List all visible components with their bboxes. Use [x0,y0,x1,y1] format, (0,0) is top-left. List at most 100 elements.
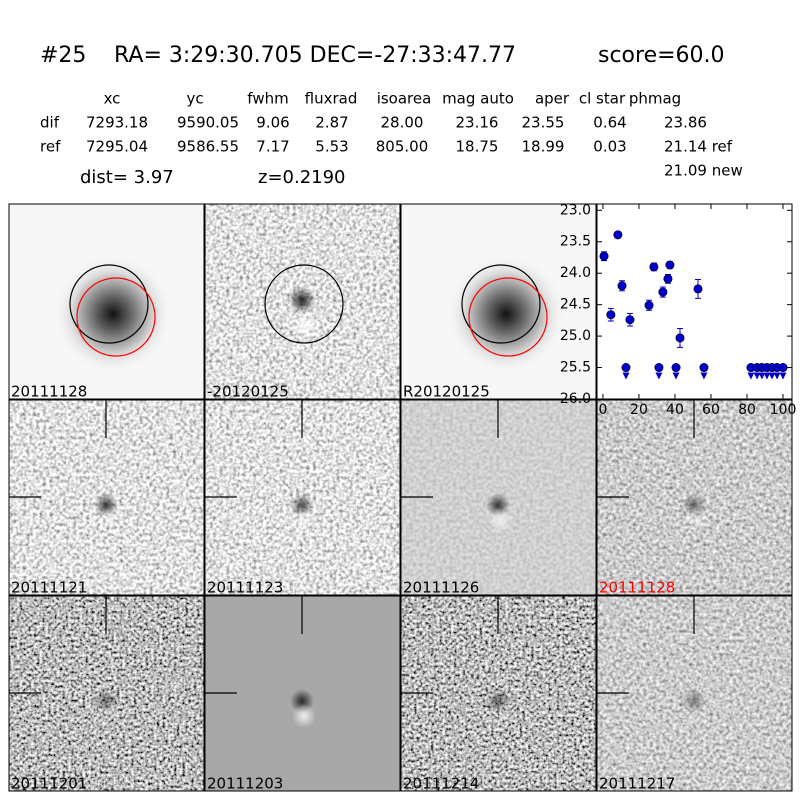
panel-frame [8,595,205,792]
panel-label: 20111123 [207,579,283,597]
circle [264,264,344,344]
table-cell: 28.00 [381,114,424,132]
blob [292,508,316,532]
y-tick-label: 23.5 [560,234,591,250]
blob [96,704,120,728]
circle [461,264,541,344]
panel-frame [8,203,205,400]
panel-label: 20111126 [403,579,479,597]
point [599,251,609,261]
limit-arrow [622,372,630,380]
limit-arrow [700,372,708,380]
column-header: cl star [579,90,626,108]
column-header: xc [104,90,121,108]
panel-frame [400,203,597,400]
point [649,262,659,272]
circle [468,277,548,357]
y-tick-label: 23.0 [560,202,591,218]
table-cell: 0.64 [593,114,626,132]
table-cell: 0.03 [593,138,626,156]
limit-arrow [768,372,776,380]
limit-arrow [758,372,766,380]
candidate-id: #25 [40,43,86,68]
panel-frame [596,595,793,792]
x-tick-label: 40 [666,402,684,418]
limit-arrow [763,372,771,380]
circle [69,264,149,344]
panel-frame [596,203,793,400]
point [621,363,631,373]
blob [684,704,708,728]
table-cell: 9586.55 [177,138,239,156]
blobs [9,400,708,728]
table-cell: 21.14 ref [664,138,733,156]
y-tick-label: 24.5 [560,297,591,313]
circle [76,277,156,357]
blob [684,508,708,532]
y-tick-label: 25.5 [560,360,591,376]
blob [488,508,512,532]
column-header: phmag [629,90,681,108]
column-header: isoarea [377,90,432,108]
table-note: 21.09 new [664,162,743,180]
x-tick-label: 60 [702,402,720,418]
column-header: mag auto [442,90,514,108]
point [606,310,616,320]
panel-label: 20111214 [403,775,479,793]
panel-frame [204,203,401,400]
panel-label: -20120125 [207,383,289,401]
table-cell: 7293.18 [86,114,148,132]
light-curve: 23.023.524.024.525.025.526.00 20 40 60 80 100 [560,202,797,418]
blob [96,508,120,532]
x-tick-label: 100 [770,402,797,418]
point [625,315,635,325]
coordinates: RA= 3:29:30.705 DEC=-27:33:47.77 [114,43,516,68]
column-header: yc [186,90,203,108]
table-cell: 7.17 [256,138,289,156]
limit-arrow [747,372,755,380]
row-label: dif [40,114,60,132]
point [671,363,681,373]
x-tick-label: 20 [630,402,648,418]
table-cell: 2.87 [315,114,348,132]
y-tick-label: 25.0 [560,328,591,344]
point [613,230,623,240]
row-label: ref [40,138,61,156]
limit-arrow [655,372,663,380]
point [778,363,788,373]
panel-frame [400,399,597,596]
point [654,363,664,373]
limit-arrow [753,372,761,380]
dist: dist= 3.97 [80,167,174,188]
y-tick-label: 24.0 [560,265,591,281]
table-cell: 805.00 [376,138,429,156]
point [665,260,675,270]
panel-frame [400,595,597,792]
point [617,281,627,291]
point [675,333,685,343]
panel-frame [204,595,401,792]
panel-label: 20111121 [11,579,87,597]
point [658,287,668,297]
score: score=60.0 [598,43,725,68]
x-tick-label: 0 [598,402,607,418]
limit-arrow [672,372,680,380]
table-cell: 5.53 [315,138,348,156]
panel-label: 20111201 [11,775,87,793]
column-header: aper [535,90,570,108]
column-header: fluxrad [305,90,358,108]
table-cell: 23.16 [456,114,499,132]
panel-frame [204,399,401,596]
redshift: z=0.2190 [258,167,346,188]
blob [292,704,316,728]
table-cell: 9590.05 [177,114,239,132]
frames [8,203,793,792]
table-cell: 7295.04 [86,138,148,156]
panel-label: 20111128 [11,383,87,401]
blob [292,312,320,340]
point [693,284,703,294]
table: xc yc fwhm fluxrad isoarea mag auto aper cl sta… [40,90,743,180]
table-cell: 18.75 [456,138,499,156]
limit-arrow [773,372,781,380]
